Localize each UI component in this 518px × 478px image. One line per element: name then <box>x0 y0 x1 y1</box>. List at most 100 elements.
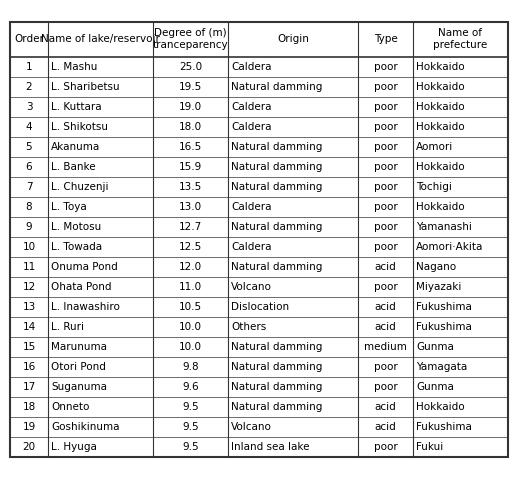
Text: 3: 3 <box>26 101 32 111</box>
Text: 10.0: 10.0 <box>179 341 202 351</box>
Text: 19.5: 19.5 <box>179 82 202 91</box>
Text: poor: poor <box>373 82 397 91</box>
Bar <box>153 237 228 257</box>
Bar <box>10 176 48 196</box>
Text: L. Ruri: L. Ruri <box>51 322 84 332</box>
Bar <box>358 416 413 436</box>
Bar <box>10 56 48 76</box>
Text: poor: poor <box>373 221 397 231</box>
Bar <box>228 396 358 416</box>
Text: acid: acid <box>375 302 396 312</box>
Bar <box>48 337 153 357</box>
Bar <box>153 22 228 56</box>
Text: 13: 13 <box>22 302 36 312</box>
Text: Akanuma: Akanuma <box>51 141 100 152</box>
Text: Volcano: Volcano <box>231 422 272 432</box>
Bar <box>10 117 48 137</box>
Text: 1: 1 <box>26 62 32 72</box>
Text: L. Shikotsu: L. Shikotsu <box>51 121 108 131</box>
Text: 20: 20 <box>22 442 36 452</box>
Text: 11.0: 11.0 <box>179 282 202 292</box>
Bar <box>413 176 508 196</box>
Text: Otori Pond: Otori Pond <box>51 361 106 371</box>
Text: Natural damming: Natural damming <box>231 141 322 152</box>
Text: poor: poor <box>373 202 397 211</box>
Text: Type: Type <box>373 34 397 44</box>
Text: L. Kuttara: L. Kuttara <box>51 101 102 111</box>
Text: 19: 19 <box>22 422 36 432</box>
Bar <box>153 257 228 276</box>
Text: Order: Order <box>14 34 44 44</box>
Text: Gunma: Gunma <box>416 381 454 391</box>
Bar <box>228 22 358 56</box>
Text: 12: 12 <box>22 282 36 292</box>
Bar <box>153 396 228 416</box>
Bar <box>48 416 153 436</box>
Bar <box>228 196 358 217</box>
Text: 18.0: 18.0 <box>179 121 202 131</box>
Bar <box>153 117 228 137</box>
Text: 15: 15 <box>22 341 36 351</box>
Bar <box>358 357 413 377</box>
Text: poor: poor <box>373 381 397 391</box>
Text: Caldera: Caldera <box>231 101 271 111</box>
Bar <box>48 117 153 137</box>
Text: poor: poor <box>373 121 397 131</box>
Bar <box>10 316 48 337</box>
Text: Yamagata: Yamagata <box>416 361 467 371</box>
Bar <box>228 237 358 257</box>
Text: medium: medium <box>364 341 407 351</box>
Bar <box>48 436 153 456</box>
Text: Ohata Pond: Ohata Pond <box>51 282 111 292</box>
Text: L. Towada: L. Towada <box>51 241 102 251</box>
Bar <box>413 357 508 377</box>
Bar <box>413 436 508 456</box>
Bar <box>153 276 228 296</box>
Bar <box>358 56 413 76</box>
Text: 13.5: 13.5 <box>179 182 202 192</box>
Bar <box>153 176 228 196</box>
Text: Nagano: Nagano <box>416 261 456 272</box>
Text: Hokkaido: Hokkaido <box>416 202 465 211</box>
Text: L. Motosu: L. Motosu <box>51 221 101 231</box>
Text: Miyazaki: Miyazaki <box>416 282 462 292</box>
Text: Degree of (m)
tranceparency: Degree of (m) tranceparency <box>153 28 228 50</box>
Bar <box>153 217 228 237</box>
Bar <box>48 156 153 176</box>
Text: 9.8: 9.8 <box>182 361 199 371</box>
Bar <box>413 156 508 176</box>
Bar <box>413 137 508 156</box>
Text: 6: 6 <box>26 162 32 172</box>
Bar <box>358 217 413 237</box>
Bar <box>10 97 48 117</box>
Text: 12.7: 12.7 <box>179 221 202 231</box>
Bar <box>48 296 153 316</box>
Text: 9.5: 9.5 <box>182 422 199 432</box>
Text: 15.9: 15.9 <box>179 162 202 172</box>
Text: Volcano: Volcano <box>231 282 272 292</box>
Bar <box>10 337 48 357</box>
Text: Caldera: Caldera <box>231 121 271 131</box>
Bar <box>358 377 413 396</box>
Bar <box>358 337 413 357</box>
Bar <box>10 196 48 217</box>
Text: Natural damming: Natural damming <box>231 361 322 371</box>
Bar <box>228 156 358 176</box>
Bar <box>358 237 413 257</box>
Bar <box>153 196 228 217</box>
Bar <box>48 357 153 377</box>
Bar <box>10 237 48 257</box>
Text: Marunuma: Marunuma <box>51 341 107 351</box>
Text: poor: poor <box>373 162 397 172</box>
Text: Hokkaido: Hokkaido <box>416 402 465 412</box>
Text: 12.5: 12.5 <box>179 241 202 251</box>
Bar <box>228 117 358 137</box>
Bar <box>358 22 413 56</box>
Bar <box>358 76 413 97</box>
Text: Caldera: Caldera <box>231 62 271 72</box>
Text: poor: poor <box>373 282 397 292</box>
Bar <box>413 416 508 436</box>
Bar <box>10 276 48 296</box>
Bar <box>153 436 228 456</box>
Bar <box>10 217 48 237</box>
